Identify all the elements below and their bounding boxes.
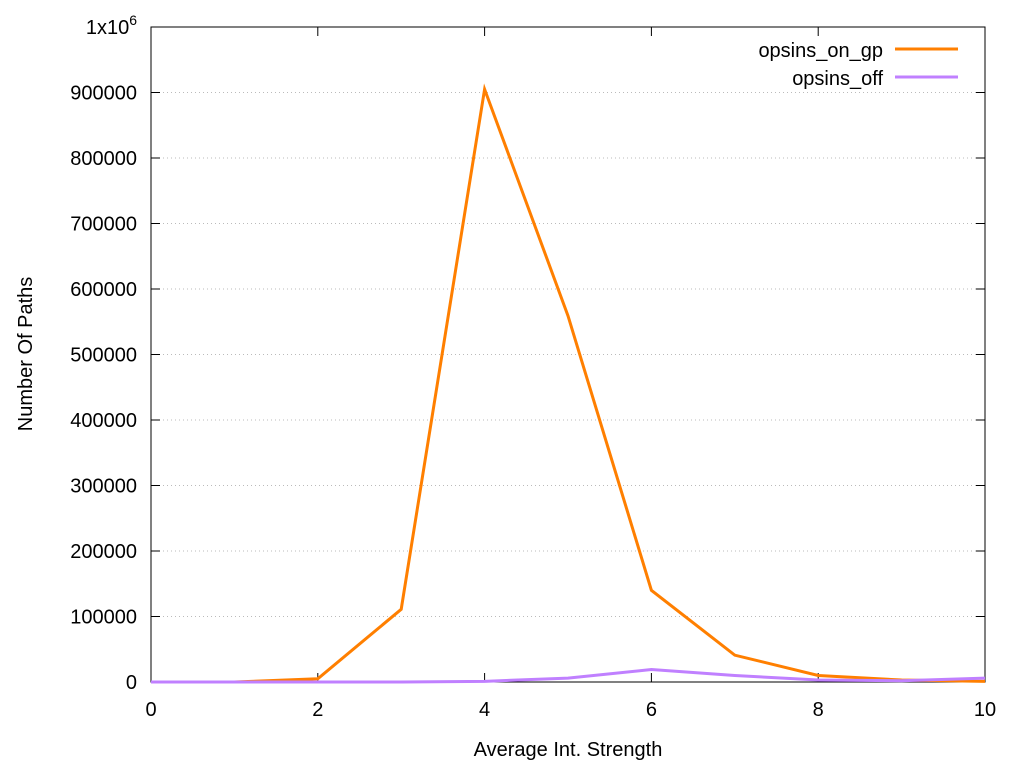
x-tick-label: 4 (479, 699, 490, 721)
legend: opsins_on_gp opsins_off (758, 40, 958, 90)
series-line-opsins_off (151, 668, 986, 684)
series-lines (151, 83, 986, 684)
y-tick-label: 0 (126, 672, 137, 694)
y-tick-label: 200000 (70, 541, 137, 563)
y-tick-label: 600000 (70, 279, 137, 301)
y-tick-label: 100000 (70, 607, 137, 629)
y-tick-label-top: 1x106 (86, 12, 137, 39)
y-tick-label: 900000 (70, 83, 137, 105)
axis-ticks: 0 100000 200000 300000 400000 500000 600000 700… (70, 26, 996, 721)
x-tick-label: 6 (646, 699, 657, 721)
x-axis-label: Average Int. Strength (474, 739, 663, 761)
y-tick-label: 300000 (70, 476, 137, 498)
y-tick-label: 400000 (70, 410, 137, 432)
grid (151, 92, 985, 617)
x-tick-label: 10 (974, 699, 996, 721)
y-tick-label: 500000 (70, 345, 137, 367)
legend-label: opsins_on_gp (758, 40, 883, 62)
y-tick-label: 700000 (70, 214, 137, 236)
series-line-opsins_on_gp (151, 83, 986, 684)
legend-label: opsins_off (792, 68, 883, 90)
y-axis-label: Number Of Paths (15, 277, 37, 432)
x-tick-label: 0 (145, 699, 156, 721)
y-tick-label: 800000 (70, 148, 137, 170)
x-tick-label: 2 (312, 699, 323, 721)
x-tick-label: 8 (813, 699, 824, 721)
